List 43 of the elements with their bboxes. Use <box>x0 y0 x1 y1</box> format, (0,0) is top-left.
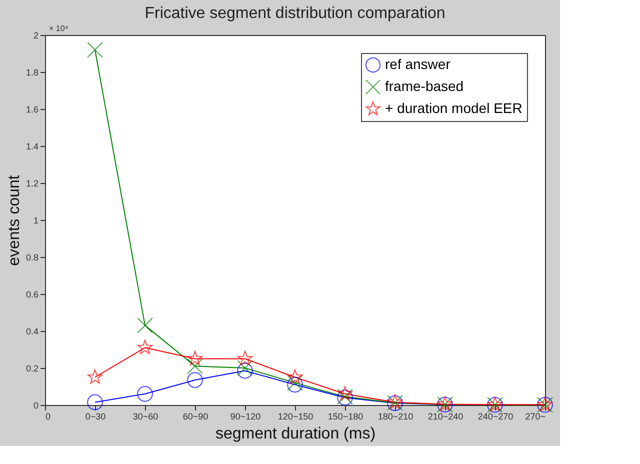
x-tick-label: 120~150 <box>278 412 314 422</box>
x-tick-label: 210~240 <box>428 412 464 422</box>
y-axis-title: events count <box>6 174 23 266</box>
legend-label: + duration model EER <box>385 100 522 116</box>
x-axis-title: segment duration (ms) <box>215 426 376 442</box>
point <box>87 42 103 58</box>
x-tick-label: 60~90 <box>182 412 208 422</box>
text: × 10⁴ <box>49 24 69 33</box>
point <box>187 358 203 374</box>
y-tick-label: 0.4 <box>26 326 38 336</box>
x-tick-label: 240~270 <box>478 412 514 422</box>
x-tick-label: 150~180 <box>328 412 364 422</box>
x-tick-label: 180~210 <box>378 412 414 422</box>
y-tick-label: 1 <box>33 216 38 226</box>
y-tick-label: 0.8 <box>26 252 38 262</box>
point <box>237 360 253 376</box>
y-tick-label: 1.2 <box>26 178 38 188</box>
y-tick-label: 0.6 <box>26 290 38 300</box>
x-tick-label: 270~ <box>525 412 546 422</box>
point <box>237 362 253 379</box>
chart-title: Fricative segment distribution comparation <box>144 5 446 22</box>
point <box>137 318 153 334</box>
y-tick-label: 1.6 <box>26 104 38 114</box>
point <box>337 386 353 400</box>
x-tick-label: 90~120 <box>230 412 261 422</box>
point <box>187 372 203 388</box>
point <box>87 369 103 384</box>
y-tick-label: 1.4 <box>26 142 38 152</box>
y-tick-label: 0 <box>33 400 38 410</box>
legend-label: ref answer <box>385 56 451 72</box>
point <box>137 386 153 402</box>
point <box>87 394 103 410</box>
point <box>137 340 153 354</box>
y-tick-label: 2 <box>33 30 38 40</box>
x-tick-label: 0~30 <box>85 412 106 422</box>
point <box>187 350 203 366</box>
legend-label: frame-based <box>385 78 464 94</box>
point <box>287 369 303 384</box>
x-tick-label: 30~60 <box>132 412 158 422</box>
x-tick-label: 0 <box>46 412 51 422</box>
y-tick-label: 1.8 <box>26 68 38 78</box>
y-tick-label: 0.2 <box>26 364 38 374</box>
point <box>237 350 253 366</box>
